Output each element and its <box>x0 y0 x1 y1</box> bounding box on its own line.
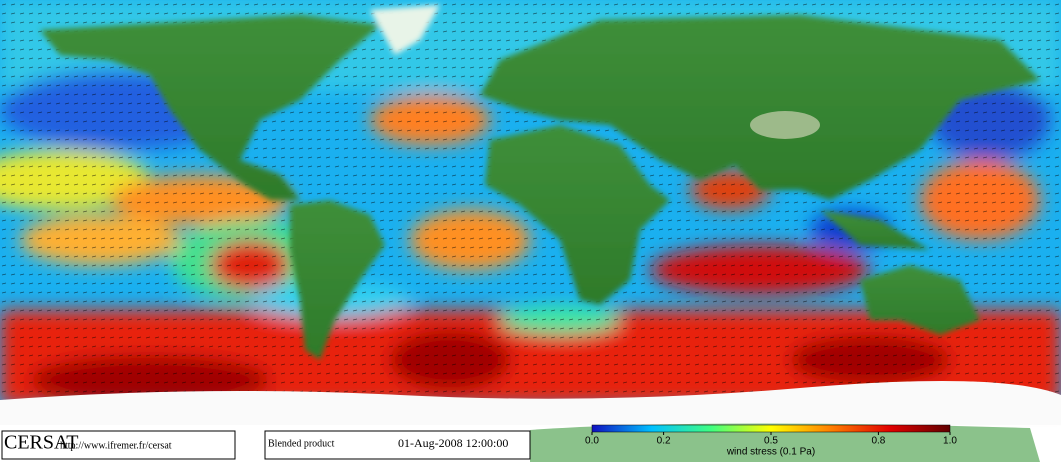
logo-box <box>1 430 236 460</box>
colorbar-label: wind stress (0.1 Pa) <box>726 447 815 458</box>
antarctica-land <box>530 423 1040 462</box>
colorbar-tick-label: 1.0 <box>943 436 957 447</box>
info-box <box>264 430 531 460</box>
antarctica <box>0 380 1061 425</box>
colorbar-tick-label: 0.8 <box>871 436 885 447</box>
logo: CERSAT <box>4 432 78 454</box>
colorbar-scale <box>591 424 951 433</box>
colorbar-tick-label: 0.0 <box>585 436 599 447</box>
date: 01-Aug-2008 12:00:00 <box>398 436 508 450</box>
continents <box>40 5 1040 360</box>
colorbar-tick-label: 0.2 <box>657 436 671 447</box>
url: http://www.ifremer.fr/cersat <box>60 440 172 451</box>
plateau <box>750 111 820 139</box>
colorbar-tick-label: 0.5 <box>764 436 778 447</box>
colorbar: 0.0 0.2 0.5 0.8 1.0 wind stress (0.1 Pa) <box>585 424 957 458</box>
product: Blended product <box>268 438 335 449</box>
